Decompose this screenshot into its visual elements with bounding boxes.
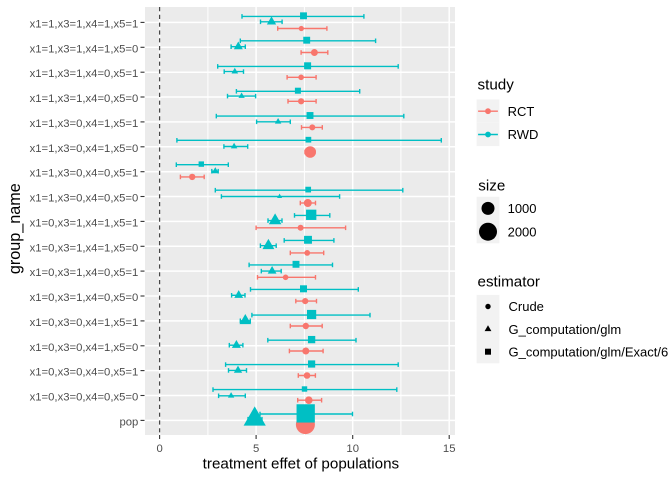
svg-text:x1=0,x3=1,x4=0,x5=0: x1=0,x3=1,x4=0,x5=0 — [30, 292, 139, 304]
svg-text:x1=0,x3=0,x4=1,x5=0: x1=0,x3=0,x4=1,x5=0 — [30, 342, 139, 354]
svg-text:x1=1,x3=1,x4=1,x5=1: x1=1,x3=1,x4=1,x5=1 — [30, 18, 139, 30]
svg-text:5: 5 — [253, 443, 259, 455]
svg-text:x1=1,x3=0,x4=0,x5=1: x1=1,x3=0,x4=0,x5=1 — [30, 168, 139, 180]
svg-text:x1=1,x3=1,x4=0,x5=0: x1=1,x3=1,x4=0,x5=0 — [30, 93, 139, 105]
svg-text:x1=0,x3=0,x4=1,x5=1: x1=0,x3=0,x4=1,x5=1 — [30, 317, 139, 329]
svg-text:G_computation/glm/Exact/6: G_computation/glm/Exact/6 — [509, 344, 669, 359]
svg-text:RWD: RWD — [508, 127, 539, 142]
svg-text:x1=1,x3=0,x4=1,x5=1: x1=1,x3=0,x4=1,x5=1 — [30, 118, 139, 130]
svg-text:study: study — [478, 77, 515, 94]
svg-text:2000: 2000 — [508, 224, 537, 239]
svg-text:estimator: estimator — [478, 274, 540, 291]
svg-text:x1=0,x3=0,x4=0,x5=0: x1=0,x3=0,x4=0,x5=0 — [30, 392, 139, 404]
svg-text:x1=1,x3=1,x4=1,x5=0: x1=1,x3=1,x4=1,x5=0 — [30, 43, 139, 55]
svg-text:G_computation/glm: G_computation/glm — [509, 322, 622, 337]
svg-text:x1=0,x3=0,x4=0,x5=1: x1=0,x3=0,x4=0,x5=1 — [30, 367, 139, 379]
svg-text:x1=1,x3=0,x4=0,x5=0: x1=1,x3=0,x4=0,x5=0 — [30, 193, 139, 205]
svg-text:size: size — [478, 178, 505, 195]
svg-text:RCT: RCT — [508, 104, 535, 119]
svg-text:Crude: Crude — [509, 299, 544, 314]
svg-text:pop: pop — [119, 416, 138, 428]
svg-text:15: 15 — [443, 443, 456, 455]
svg-text:x1=0,x3=1,x4=0,x5=1: x1=0,x3=1,x4=0,x5=1 — [30, 267, 139, 279]
svg-text:treatment effet of populations: treatment effet of populations — [203, 456, 400, 473]
svg-text:10: 10 — [346, 443, 359, 455]
svg-text:x1=0,x3=1,x4=1,x5=0: x1=0,x3=1,x4=1,x5=0 — [30, 242, 139, 254]
svg-text:0: 0 — [156, 443, 162, 455]
svg-text:group_name: group_name — [6, 183, 24, 274]
svg-text:x1=1,x3=0,x4=1,x5=0: x1=1,x3=0,x4=1,x5=0 — [30, 143, 139, 155]
svg-text:1000: 1000 — [508, 201, 537, 216]
svg-text:x1=0,x3=1,x4=1,x5=1: x1=0,x3=1,x4=1,x5=1 — [30, 217, 139, 229]
svg-text:x1=1,x3=1,x4=0,x5=1: x1=1,x3=1,x4=0,x5=1 — [30, 68, 139, 80]
